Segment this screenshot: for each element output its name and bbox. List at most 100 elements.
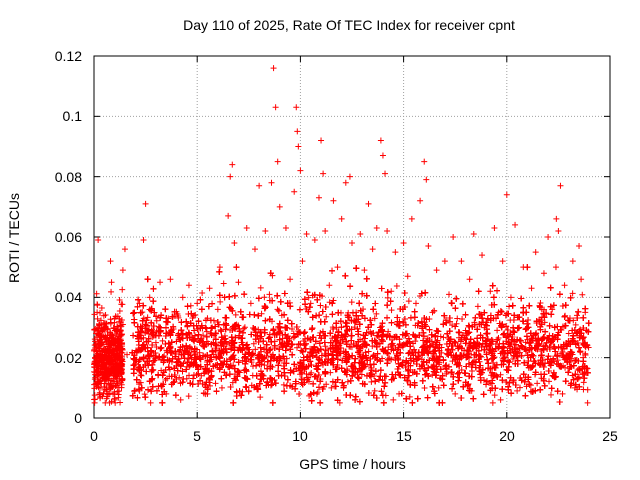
data-point <box>95 365 102 372</box>
data-point <box>93 290 100 297</box>
data-point <box>371 315 378 322</box>
data-point <box>373 310 380 317</box>
data-point <box>569 372 576 379</box>
data-point <box>176 374 183 381</box>
data-point <box>365 348 372 355</box>
data-point <box>157 345 164 352</box>
data-point <box>114 369 121 376</box>
data-point <box>111 325 118 332</box>
data-point <box>369 343 376 350</box>
data-point <box>348 299 355 306</box>
data-point <box>580 379 587 386</box>
data-point <box>117 322 124 329</box>
data-point <box>187 302 194 309</box>
data-point <box>102 311 109 318</box>
data-point <box>141 391 148 398</box>
data-point <box>393 282 400 289</box>
data-point <box>99 374 106 381</box>
data-point <box>199 289 206 296</box>
data-point <box>368 378 375 385</box>
data-point <box>110 324 117 331</box>
data-point <box>257 394 264 401</box>
data-point <box>114 340 121 347</box>
data-point <box>217 326 224 333</box>
data-point <box>327 369 334 376</box>
data-point <box>108 288 115 295</box>
data-point <box>111 351 118 358</box>
data-point <box>317 329 324 336</box>
data-point <box>94 301 101 308</box>
data-point <box>276 330 283 337</box>
data-point <box>252 346 259 353</box>
data-point <box>274 306 281 313</box>
data-point <box>105 366 112 373</box>
data-point <box>119 286 126 293</box>
data-point <box>92 374 99 381</box>
data-point <box>257 284 264 291</box>
data-point <box>388 307 395 314</box>
data-point <box>94 334 101 341</box>
data-point <box>112 399 119 406</box>
data-point <box>323 313 330 320</box>
data-point <box>168 358 175 365</box>
data-point <box>343 359 350 366</box>
data-point <box>580 386 587 393</box>
data-point <box>249 363 256 370</box>
data-point <box>118 384 125 391</box>
data-point <box>440 334 447 341</box>
data-point <box>118 369 125 376</box>
data-point <box>546 378 553 385</box>
data-point <box>107 367 114 374</box>
data-point <box>476 358 483 365</box>
data-point <box>144 314 151 321</box>
data-point <box>119 345 126 352</box>
data-point <box>110 348 117 355</box>
data-point <box>105 381 112 388</box>
data-point <box>116 333 123 340</box>
data-point <box>104 390 111 397</box>
data-point <box>326 299 333 306</box>
data-point <box>534 380 541 387</box>
data-point <box>453 320 460 327</box>
data-point <box>99 352 106 359</box>
data-point <box>207 382 214 389</box>
data-point <box>94 315 101 322</box>
grid-lines <box>94 56 610 418</box>
data-point <box>108 398 115 405</box>
data-point <box>95 320 102 327</box>
data-point <box>405 298 412 305</box>
data-point <box>106 360 113 367</box>
data-point <box>99 328 106 335</box>
data-point <box>106 372 113 379</box>
data-point <box>548 391 555 398</box>
data-point <box>118 349 125 356</box>
data-point <box>579 291 586 298</box>
data-point <box>106 337 113 344</box>
data-point <box>104 345 111 352</box>
data-point <box>541 306 548 313</box>
data-point <box>93 343 100 350</box>
data-point <box>421 385 428 392</box>
data-point <box>497 371 504 378</box>
data-point <box>584 399 591 406</box>
data-point <box>105 376 112 383</box>
data-point <box>139 309 146 316</box>
data-point <box>119 301 126 308</box>
data-point <box>489 399 496 406</box>
data-point <box>103 395 110 402</box>
data-point <box>100 372 107 379</box>
data-point <box>116 318 123 325</box>
data-point <box>108 342 115 349</box>
data-point <box>294 344 301 351</box>
data-point <box>98 317 105 324</box>
data-point <box>147 399 154 406</box>
data-point <box>97 333 104 340</box>
data-point <box>91 360 98 367</box>
data-point <box>96 321 103 328</box>
data-point <box>562 312 569 319</box>
data-point <box>96 385 103 392</box>
data-point <box>217 298 224 305</box>
data-point <box>102 339 109 346</box>
data-point <box>449 322 456 329</box>
